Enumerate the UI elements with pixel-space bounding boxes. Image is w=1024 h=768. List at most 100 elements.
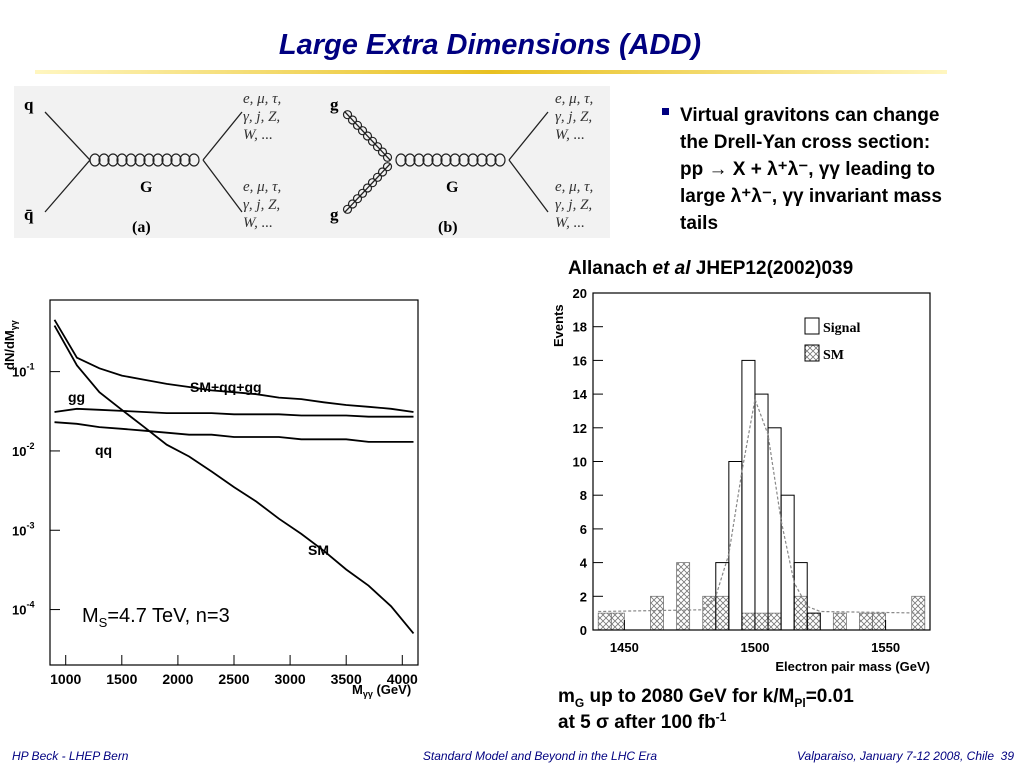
gluon-coil [367,136,378,146]
x-tick-label: 4000 [387,671,418,687]
y-tick-label: 2 [580,589,587,604]
gluon-coil [342,110,353,120]
y-tick-label: 10-3 [12,520,34,538]
gluon-line [344,111,391,161]
annotation: MS=4.7 TeV, n=3 [82,605,230,630]
graviton-coil [116,153,128,167]
series-line [54,421,414,443]
graviton-coil [458,153,470,167]
y-tick-exp: -3 [26,520,34,530]
gluon-coil [362,183,373,193]
graviton-coil [476,153,488,167]
citation-ref: JHEP12(2002)039 [696,258,853,279]
x-tick-label: 1500 [106,671,137,687]
series-line [53,325,415,634]
annotation-sub: S [99,615,108,630]
caption-sup: -1 [716,710,727,724]
series-label: qq [95,442,112,458]
mediator: G [446,179,459,196]
mediator: G [140,179,153,196]
y-tick-label: 4 [580,556,588,571]
graviton-coil [134,153,146,167]
graviton-coil [152,153,164,167]
caption-line1: mG up to 2080 GeV for k/MPl=0.01 [558,686,854,710]
bullet-line: large λ⁺λ⁻, γγ invariant mass [680,186,942,207]
gluon-coil [352,194,363,204]
caption-sub: G [575,696,584,710]
final-state: W, ... [243,215,273,231]
x-label-text: M [352,682,363,697]
caption-sub: Pl [794,696,805,710]
y-tick-exp: -2 [26,441,34,451]
caption-post: =0.01 [806,686,855,707]
graviton-coil [89,153,101,167]
y-tick-label: 18 [573,320,587,335]
hist-bar [741,359,756,631]
hist-bar [767,612,782,631]
y-tick-exp: -4 [26,600,34,610]
y-axis-label: Events [551,304,566,347]
particle-in: g [330,205,339,224]
final-state: W, ... [555,215,585,231]
y-tick-label: 0 [580,623,587,638]
hist-bar [859,612,873,631]
final-state: e, μ, τ, [243,179,281,195]
y-tick-label: 14 [573,387,588,402]
caption-line2: at 5 σ after 100 fb-1 [558,710,727,733]
legend-swatch [804,344,820,362]
graviton-coil [98,153,110,167]
hist-bar [806,612,821,631]
annotation-symbol: M [82,605,99,627]
title: Large Extra Dimensions (ADD) [279,29,701,61]
y-label-text: dN/dM [2,330,17,370]
bullet-line: Virtual gravitons can change [680,105,939,126]
hist-bar [676,562,691,631]
x-label-unit: (GeV) [373,682,411,697]
hist-bar [650,595,664,631]
y-tick-label: 12 [573,421,587,436]
y-tick-base: 10 [12,444,26,459]
graviton-coil [161,153,173,167]
x-tick-label: 1450 [610,640,639,655]
series-label: gg [68,389,85,405]
hist-bar [715,595,730,631]
final-state: W, ... [555,127,585,143]
graviton-coil [179,153,191,167]
gluon-coil [367,178,378,188]
diagram-label: (a) [132,219,151,236]
y-tick-label: 10-4 [12,600,34,618]
citation-authors: Allanach [568,258,647,279]
graviton-coil [395,153,407,167]
gluon-coil [362,131,373,141]
gluon-coil [377,167,388,177]
particle-in: q̄ [24,205,34,224]
particle-in: q [24,95,34,114]
graviton-coil [143,153,155,167]
annotation-text: =4.7 TeV, n=3 [107,605,229,627]
final-state: γ, j, Z, [243,109,280,125]
y-label-sub: γγ [9,320,19,330]
hist-bar [767,427,782,631]
graviton-coil [440,153,452,167]
final-state: e, μ, τ, [555,91,593,107]
series-label: SM+qq+gg [190,379,262,395]
hist-bar [793,595,808,631]
graviton-coil [431,153,443,167]
graviton-coil [107,153,119,167]
hist-bar [610,612,625,631]
x-label-sub: γγ [363,689,373,699]
gluon-line [344,163,391,213]
footer-center: Standard Model and Beyond in the LHC Era [423,749,657,763]
page-number: 39 [1001,749,1015,763]
x-tick-label: 1550 [871,640,900,655]
legend-swatch [804,317,820,335]
gluon-coil [347,199,358,209]
graviton-coil [404,153,416,167]
bullet-marker [662,108,669,115]
x-tick-label: 3500 [331,671,362,687]
hist-bar [780,494,795,631]
x-tick-label: 1500 [741,640,770,655]
y-tick-label: 20 [573,286,587,301]
